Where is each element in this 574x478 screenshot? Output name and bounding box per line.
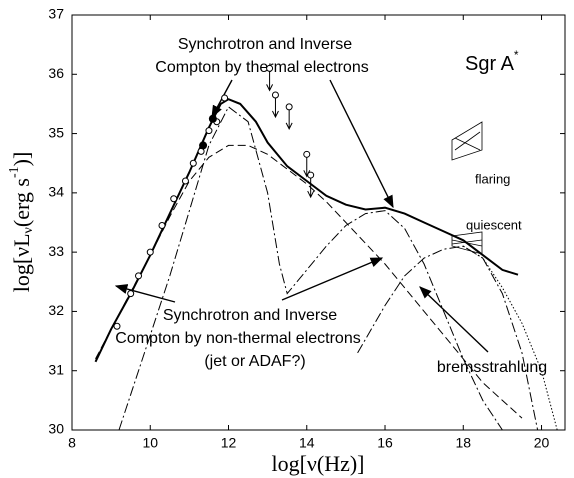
curve xyxy=(357,245,539,431)
x-tick-label: 14 xyxy=(299,435,315,451)
y-tick-label: 34 xyxy=(48,184,64,200)
annotation: flaring xyxy=(475,171,510,186)
arrow xyxy=(419,286,489,353)
data-point xyxy=(158,221,166,229)
annotation-arrows xyxy=(114,79,489,353)
y-tick-label: 35 xyxy=(48,124,64,140)
y-tick-label: 37 xyxy=(48,6,64,22)
upper-limit-point xyxy=(285,103,293,111)
upper-limit xyxy=(307,175,315,199)
x-tick-label: 20 xyxy=(534,435,550,451)
arrow xyxy=(329,79,394,209)
curve xyxy=(95,144,523,419)
upper-limit xyxy=(266,68,274,92)
curve xyxy=(118,106,503,431)
flaring-bowtie xyxy=(451,121,483,161)
upper-limit xyxy=(272,95,279,119)
data-point xyxy=(181,177,189,185)
curve xyxy=(463,245,558,431)
x-tick-label: 16 xyxy=(377,435,393,451)
upper-limit-point xyxy=(307,171,315,179)
y-tick-label: 31 xyxy=(48,361,64,377)
data-point xyxy=(170,195,178,203)
annotation: bremsstrahlung xyxy=(437,359,547,376)
plot-frame xyxy=(71,14,566,431)
data-point xyxy=(199,141,208,150)
upper-limit xyxy=(285,106,293,131)
annotation: quiescent xyxy=(466,217,522,232)
annotation: Synchrotron and Inverse xyxy=(163,307,337,324)
data-point xyxy=(127,290,135,298)
annotation: Compton by thermal electrons xyxy=(155,59,368,76)
data-point xyxy=(135,272,143,280)
y-tick-label: 36 xyxy=(48,65,64,81)
annotation: Compton by non-thermal electrons xyxy=(115,330,360,347)
data-point xyxy=(221,94,229,102)
y-tick-label: 32 xyxy=(48,302,64,318)
data-point xyxy=(189,159,197,167)
y-axis-label: log[νLν(erg s-1)] xyxy=(7,152,36,293)
data-point xyxy=(146,248,154,256)
x-tick-label: 12 xyxy=(221,435,237,451)
annotation: (jet or ADAF?) xyxy=(204,353,305,370)
y-tick-label: 30 xyxy=(48,421,64,437)
x-tick-label: 18 xyxy=(455,435,471,451)
arrow xyxy=(281,257,384,301)
x-tick-label: 10 xyxy=(142,435,158,451)
upper-limit-point xyxy=(271,91,279,99)
x-axis-label: log[ν(Hz)] xyxy=(271,451,364,476)
data-point xyxy=(208,114,217,123)
y-tick-label: 33 xyxy=(48,243,64,259)
bowties xyxy=(451,121,483,255)
chart-title: Sgr A* xyxy=(465,48,519,75)
curve xyxy=(94,98,519,363)
arrow xyxy=(114,284,176,303)
upper-limit-point xyxy=(266,64,274,72)
upper-limit-point xyxy=(303,150,311,158)
data-point xyxy=(205,127,213,135)
annotation: Synchrotron and Inverse xyxy=(178,36,352,53)
x-tick-label: 8 xyxy=(68,435,76,451)
data-point xyxy=(113,322,121,330)
